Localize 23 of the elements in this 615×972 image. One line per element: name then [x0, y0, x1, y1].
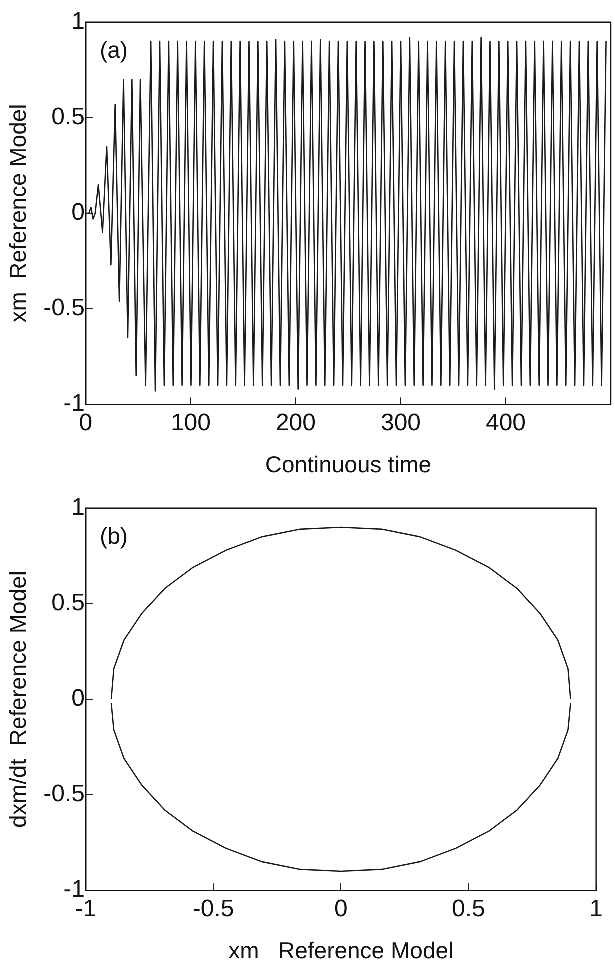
y-axis-title: dxm/dt Reference Model [5, 571, 32, 828]
annotation: (b) [100, 523, 128, 550]
x-tick-label: 100 [170, 410, 211, 437]
y-tick-label: -1 [64, 876, 85, 904]
x-tick-label: 300 [380, 410, 422, 437]
annotation: (a) [100, 37, 128, 64]
y-tick-label: 0.5 [52, 590, 85, 617]
x-axis-title: xm Reference Model [228, 938, 454, 964]
x-axis-title: Continuous time [265, 452, 432, 478]
y-tick-label: 0 [72, 199, 85, 226]
y-tick-label: -0.5 [44, 294, 85, 322]
y-tick-label: 1 [72, 8, 85, 36]
x-tick-label: 1 [590, 896, 604, 923]
x-tick-label: 400 [486, 410, 526, 437]
y-axis-title: xm Reference Model [5, 104, 32, 323]
x-tick-label: -0.5 [192, 896, 234, 923]
x-tick-label: 200 [276, 410, 316, 437]
y-tick-label: -0.5 [44, 780, 85, 808]
x-tick-label: 0.5 [452, 896, 486, 923]
y-tick-label: 0 [72, 685, 85, 712]
x-tick-label: 0 [334, 896, 348, 923]
y-tick-label: 1 [72, 494, 85, 522]
y-tick-label: 0.5 [52, 104, 85, 131]
